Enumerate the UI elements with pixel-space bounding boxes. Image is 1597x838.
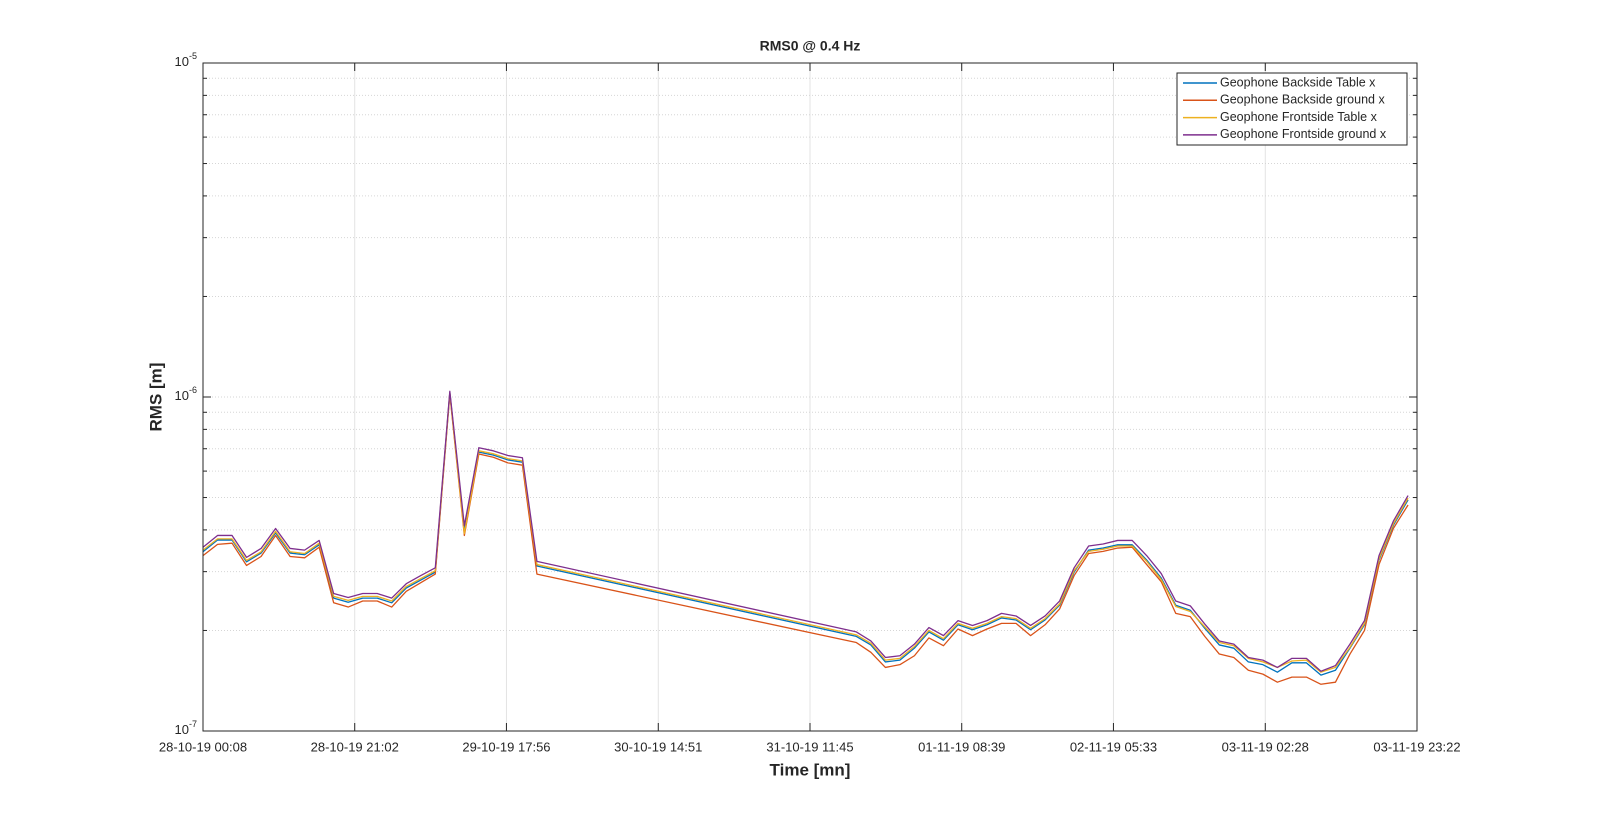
legend-label: Geophone Backside ground x [1220,93,1385,107]
lines [202,390,1409,685]
ticks: 28-10-19 00:08 28-10-19 21:02 29-10-19 17:… [159,51,1461,754]
legend-label: Geophone Backside Table x [1220,75,1376,89]
y-tick-label: 10-5 [175,51,197,69]
x-tick-label: 03-11-19 23:22 [1373,739,1460,754]
chart-title: RMS0 @ 0.4 Hz [760,38,861,54]
series-line [202,390,1409,672]
x-tick-label: 02-11-19 05:33 [1070,739,1157,754]
legend: Geophone Backside Table x Geophone Backsi… [1176,72,1408,146]
y-tick-label: 10-7 [175,719,197,737]
legend-label: Geophone Frontside ground x [1220,127,1387,141]
x-tick-label: 28-10-19 21:02 [311,739,399,754]
x-axis-label: Time [mn] [770,760,851,779]
series-line [202,392,1409,676]
series-line [202,392,1409,673]
y-tick-label: 10-6 [175,385,197,403]
x-tick-label: 29-10-19 17:56 [462,739,550,754]
x-tick-label: 28-10-19 00:08 [159,739,247,754]
legend-box [1176,72,1408,146]
legend-label: Geophone Frontside Table x [1220,110,1378,124]
x-tick-label: 30-10-19 14:51 [614,739,702,754]
y-axis-label: RMS [m] [146,363,165,432]
series-line [202,393,1409,685]
x-tick-label: 03-11-19 02:28 [1222,739,1309,754]
x-tick-label: 31-10-19 11:45 [766,739,853,754]
x-tick-label: 01-11-19 08:39 [918,739,1005,754]
